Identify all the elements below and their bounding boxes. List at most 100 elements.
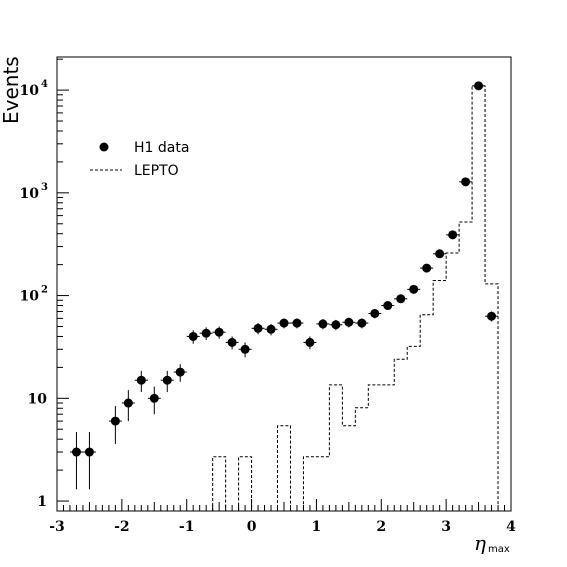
h1-data-points — [69, 81, 499, 490]
data-marker — [266, 324, 276, 334]
data-point — [82, 431, 96, 490]
x-tick-label: 4 — [506, 519, 516, 535]
y-tick-base: 10 — [20, 83, 40, 99]
y-tick-label: 10 — [28, 391, 48, 407]
y-tick-label: 10 3 — [20, 182, 48, 202]
data-marker — [435, 249, 445, 259]
data-marker — [71, 447, 81, 457]
x-tick-label: 0 — [247, 519, 257, 535]
data-marker — [292, 318, 302, 328]
x-tick-label: -1 — [179, 519, 195, 535]
data-marker — [279, 318, 289, 328]
data-marker — [344, 317, 354, 327]
data-point — [407, 284, 421, 294]
data-marker — [331, 320, 341, 330]
data-point — [368, 308, 382, 319]
data-point — [134, 370, 148, 393]
data-marker — [474, 81, 484, 91]
data-point — [394, 294, 408, 304]
legend-marker — [99, 142, 109, 152]
data-point — [355, 318, 369, 329]
y-tick-exponent: 4 — [41, 79, 48, 90]
data-marker — [201, 328, 211, 338]
data-point — [277, 318, 291, 329]
data-marker — [123, 398, 133, 408]
data-point — [212, 326, 226, 339]
x-tick-label: -2 — [114, 519, 130, 535]
y-tick-label: 1 — [37, 494, 47, 510]
y-tick-base: 10 — [28, 391, 48, 407]
data-marker — [318, 319, 328, 329]
data-marker — [240, 344, 250, 354]
data-marker — [357, 318, 367, 328]
data-point — [147, 386, 161, 415]
y-axis-label: Events — [0, 56, 23, 124]
data-point — [108, 406, 122, 444]
data-point — [225, 336, 239, 350]
y-tick-label: 10 2 — [20, 285, 48, 305]
data-point — [485, 311, 499, 322]
legend-entry-h1-data: H1 data — [99, 140, 189, 156]
x-tick-label: 1 — [312, 519, 322, 535]
data-point — [433, 249, 447, 259]
data-marker — [409, 284, 419, 294]
y-tick-base: 10 — [20, 186, 40, 202]
data-point — [121, 390, 135, 422]
data-point — [316, 319, 330, 330]
data-point — [251, 323, 265, 335]
plot-frame — [56, 56, 512, 512]
data-marker — [188, 331, 198, 341]
data-point — [290, 318, 304, 329]
data-point — [472, 81, 486, 91]
data-point — [381, 301, 395, 311]
y-tick-label: 10 4 — [20, 79, 48, 99]
data-point — [342, 317, 356, 328]
data-marker — [422, 263, 432, 273]
x-axis-label-subscript: max — [488, 544, 510, 555]
data-point — [303, 336, 317, 350]
data-marker — [305, 337, 315, 347]
data-marker — [149, 393, 159, 403]
data-marker — [396, 294, 406, 304]
data-marker — [461, 177, 471, 187]
data-marker — [383, 301, 393, 311]
y-tick-base: 10 — [20, 289, 40, 305]
data-marker — [162, 375, 172, 385]
y-tick-base: 1 — [37, 494, 47, 510]
y-tick-exponent: 3 — [41, 182, 48, 193]
data-point — [69, 431, 83, 490]
data-point — [459, 177, 473, 187]
data-marker — [448, 230, 458, 240]
x-tick-label: -3 — [49, 519, 65, 535]
data-point — [199, 327, 213, 340]
y-tick-exponent: 2 — [41, 285, 48, 296]
lepto-step-line — [212, 85, 499, 512]
x-tick-label: 3 — [441, 519, 451, 535]
data-point — [186, 330, 200, 344]
data-point — [446, 230, 460, 240]
data-marker — [84, 447, 94, 457]
lepto-histogram — [212, 85, 499, 512]
data-marker — [175, 367, 185, 377]
data-marker — [214, 327, 224, 337]
data-marker — [227, 337, 237, 347]
data-marker — [136, 375, 146, 385]
data-point — [264, 323, 278, 336]
data-marker — [110, 416, 120, 426]
legend: H1 data LEPTO — [90, 140, 189, 179]
data-point — [420, 263, 434, 273]
data-marker — [487, 311, 497, 321]
data-point — [173, 364, 187, 382]
legend-label: H1 data — [134, 140, 189, 156]
plot-border — [56, 56, 512, 512]
legend-label: LEPTO — [134, 163, 179, 179]
x-tick-label: 2 — [376, 519, 386, 535]
data-point — [238, 342, 252, 358]
data-marker — [370, 308, 380, 318]
legend-entry-lepto: LEPTO — [90, 163, 179, 179]
x-axis-label: η — [474, 531, 486, 555]
data-marker — [253, 323, 263, 333]
data-point — [329, 319, 343, 331]
